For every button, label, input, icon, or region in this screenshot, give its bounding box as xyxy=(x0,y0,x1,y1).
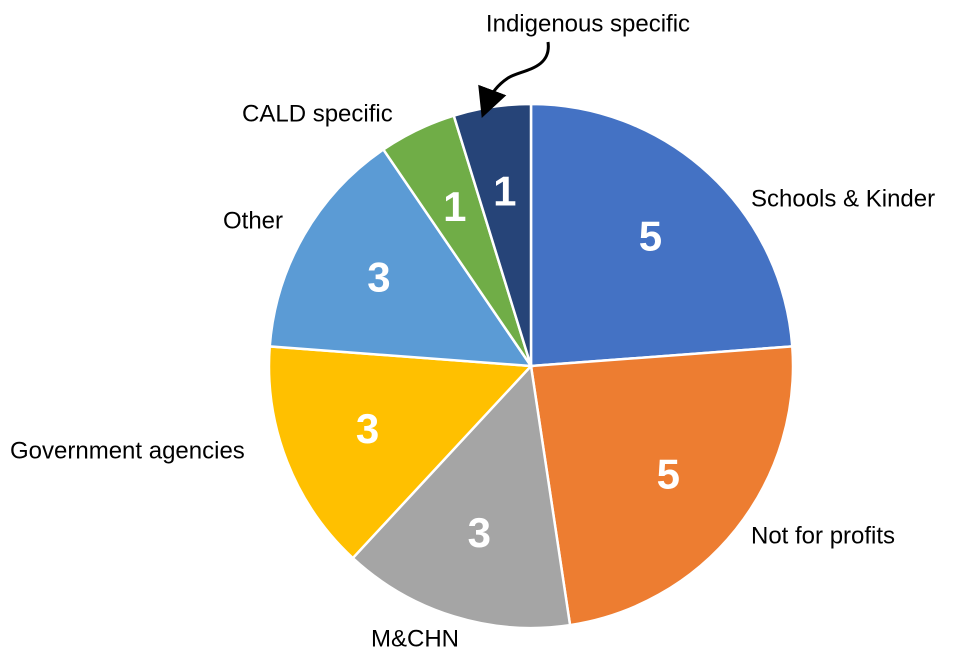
category-label: Indigenous specific xyxy=(486,10,690,37)
value-label: 1 xyxy=(493,168,516,215)
value-label: 1 xyxy=(443,183,466,230)
value-label: 5 xyxy=(639,212,662,259)
value-label: 3 xyxy=(356,405,379,452)
pie xyxy=(267,102,795,630)
pie-slice xyxy=(268,147,534,368)
category-label: Other xyxy=(223,207,283,234)
category-label: Government agencies xyxy=(10,437,245,464)
category-label: M&CHN xyxy=(371,625,459,652)
value-label: 3 xyxy=(468,509,491,556)
annotation-arrow xyxy=(478,41,550,119)
category-label: Not for profits xyxy=(751,522,895,549)
pie-slice xyxy=(351,363,572,630)
category-label: CALD specific xyxy=(242,100,393,127)
pie-slice xyxy=(529,345,795,627)
pie-slice xyxy=(529,102,794,368)
value-label: 3 xyxy=(367,253,390,300)
pie-slice xyxy=(267,345,534,560)
category-label: Schools & Kinder xyxy=(751,185,935,212)
value-label: 5 xyxy=(657,451,680,498)
